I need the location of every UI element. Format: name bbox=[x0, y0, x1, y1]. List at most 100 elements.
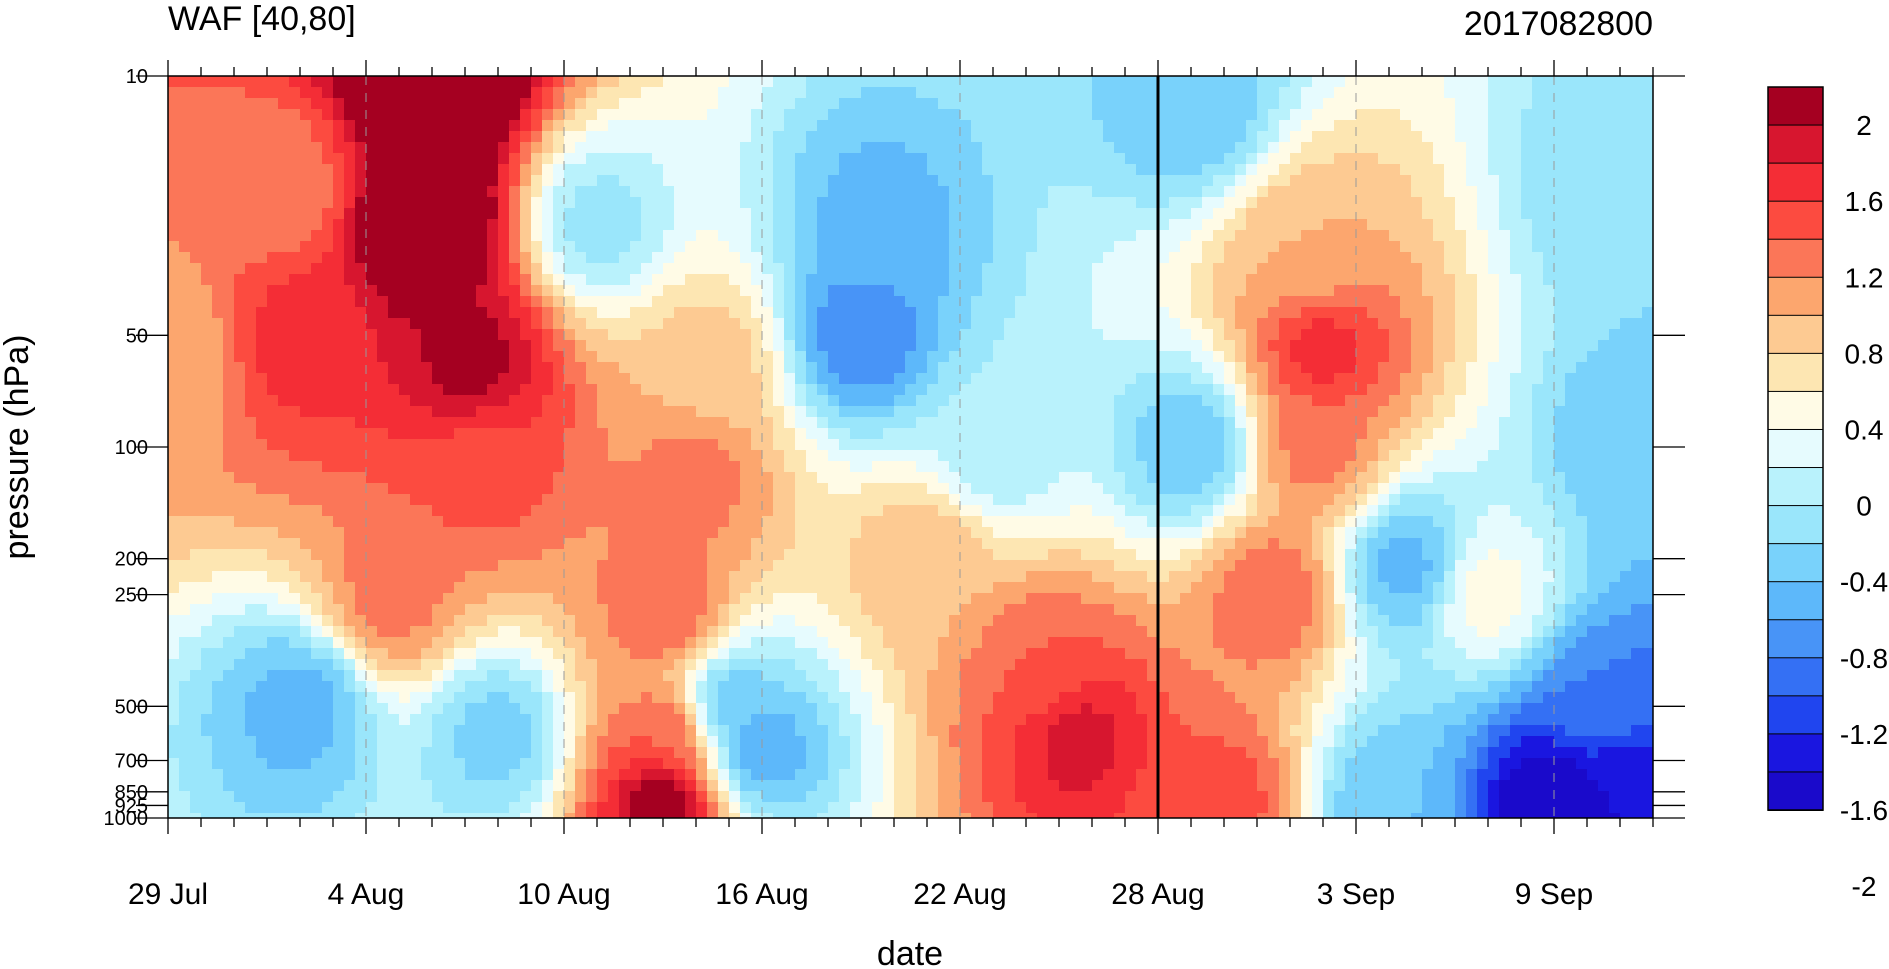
field-cell bbox=[443, 373, 455, 385]
field-cell bbox=[685, 417, 697, 429]
field-cell bbox=[1609, 109, 1621, 121]
field-cell bbox=[1499, 131, 1511, 143]
field-cell bbox=[278, 197, 290, 209]
field-cell bbox=[212, 164, 224, 176]
field-cell bbox=[388, 164, 400, 176]
field-cell bbox=[1389, 307, 1401, 319]
field-cell bbox=[487, 109, 499, 121]
field-cell bbox=[1367, 175, 1379, 187]
field-cell bbox=[927, 219, 939, 231]
field-cell bbox=[1114, 406, 1126, 418]
field-cell bbox=[1026, 373, 1038, 385]
field-cell bbox=[784, 373, 796, 385]
field-cell bbox=[1081, 406, 1093, 418]
field-cell bbox=[1004, 98, 1016, 110]
field-cell bbox=[531, 120, 543, 132]
field-cell bbox=[1499, 472, 1511, 484]
field-cell bbox=[1631, 329, 1643, 341]
field-cell bbox=[916, 98, 928, 110]
field-cell bbox=[1136, 340, 1148, 352]
field-cell bbox=[1543, 164, 1555, 176]
field-cell bbox=[1169, 296, 1181, 308]
field-cell bbox=[322, 164, 334, 176]
field-cell bbox=[1411, 219, 1423, 231]
field-cell bbox=[872, 340, 884, 352]
field-cell bbox=[916, 186, 928, 198]
field-cell bbox=[718, 120, 730, 132]
field-cell bbox=[168, 131, 180, 143]
field-cell bbox=[883, 87, 895, 99]
field-cell bbox=[1158, 142, 1170, 154]
field-cell bbox=[762, 274, 774, 286]
field-cell bbox=[564, 307, 576, 319]
field-cell bbox=[1180, 76, 1192, 88]
field-cell bbox=[454, 373, 466, 385]
field-cell bbox=[597, 186, 609, 198]
field-cell bbox=[575, 318, 587, 330]
field-cell bbox=[223, 395, 235, 407]
field-cell bbox=[861, 285, 873, 297]
field-cell bbox=[1433, 417, 1445, 429]
field-cell bbox=[1235, 87, 1247, 99]
field-cell bbox=[619, 417, 631, 429]
field-cell bbox=[707, 230, 719, 242]
field-cell bbox=[1147, 384, 1159, 396]
field-cell bbox=[1125, 164, 1137, 176]
field-cell bbox=[1631, 175, 1643, 187]
field-cell bbox=[861, 274, 873, 286]
field-cell bbox=[542, 373, 554, 385]
field-cell bbox=[927, 351, 939, 363]
field-cell bbox=[410, 208, 422, 220]
field-cell bbox=[1620, 406, 1632, 418]
field-cell bbox=[1499, 406, 1511, 418]
field-cell bbox=[256, 153, 268, 165]
field-cell bbox=[949, 296, 961, 308]
field-cell bbox=[784, 439, 796, 451]
field-cell bbox=[784, 362, 796, 374]
field-cell bbox=[817, 461, 829, 473]
field-cell bbox=[1136, 76, 1148, 88]
field-cell bbox=[894, 362, 906, 374]
field-cell bbox=[1532, 109, 1544, 121]
field-cell bbox=[586, 175, 598, 187]
field-cell bbox=[916, 406, 928, 418]
field-cell bbox=[685, 450, 697, 462]
field-cell bbox=[355, 98, 367, 110]
field-cell bbox=[1587, 428, 1599, 440]
field-cell bbox=[454, 362, 466, 374]
field-cell bbox=[1543, 175, 1555, 187]
field-cell bbox=[487, 219, 499, 231]
field-cell bbox=[696, 131, 708, 143]
field-cell bbox=[674, 142, 686, 154]
field-cell bbox=[190, 417, 202, 429]
field-cell bbox=[597, 76, 609, 88]
field-cell bbox=[905, 428, 917, 440]
field-cell bbox=[476, 87, 488, 99]
field-cell bbox=[1301, 175, 1313, 187]
field-cell bbox=[1378, 164, 1390, 176]
field-cell bbox=[1367, 241, 1379, 253]
field-cell bbox=[399, 384, 411, 396]
field-cell bbox=[839, 153, 851, 165]
field-cell bbox=[1213, 241, 1225, 253]
field-cell bbox=[608, 175, 620, 187]
field-cell bbox=[1433, 406, 1445, 418]
field-cell bbox=[652, 252, 664, 264]
field-cell bbox=[630, 175, 642, 187]
field-cell bbox=[1389, 274, 1401, 286]
field-cell bbox=[916, 197, 928, 209]
field-cell bbox=[916, 373, 928, 385]
field-cell bbox=[707, 285, 719, 297]
field-cell bbox=[1466, 230, 1478, 242]
field-cell bbox=[289, 263, 301, 275]
field-cell bbox=[168, 483, 180, 495]
field-cell bbox=[201, 87, 213, 99]
field-cell bbox=[1158, 417, 1170, 429]
field-cell bbox=[949, 219, 961, 231]
field-cell bbox=[982, 439, 994, 451]
field-cell bbox=[278, 417, 290, 429]
field-cell bbox=[762, 76, 774, 88]
field-cell bbox=[476, 120, 488, 132]
field-cell bbox=[1367, 98, 1379, 110]
field-cell bbox=[784, 307, 796, 319]
